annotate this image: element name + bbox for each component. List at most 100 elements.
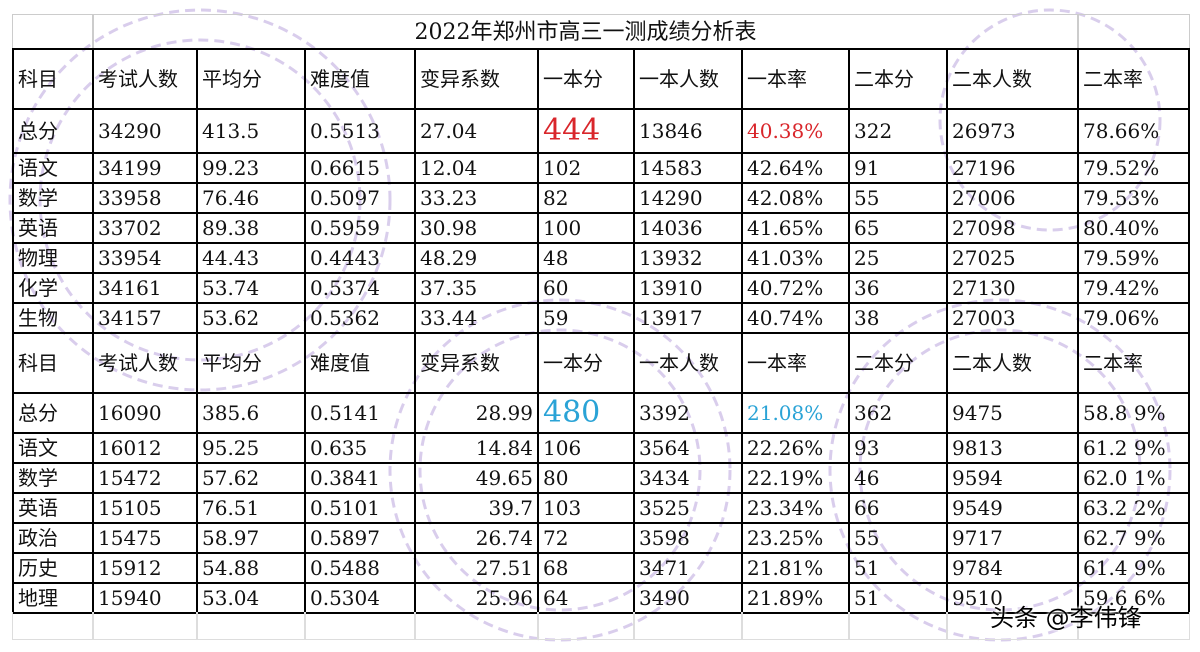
table-cell[interactable]: 0.3841 <box>304 462 416 494</box>
table-cell[interactable]: 36 <box>848 272 948 304</box>
table-cell[interactable]: 61.2 9% <box>1077 432 1190 464</box>
column-header[interactable]: 一本分 <box>537 332 635 394</box>
table-cell[interactable]: 27006 <box>946 182 1079 214</box>
table-cell[interactable]: 9594 <box>946 462 1079 494</box>
table-cell[interactable]: 14.84 <box>414 432 539 464</box>
table-cell[interactable]: 322 <box>848 108 948 154</box>
table-cell[interactable]: 9475 <box>946 392 1079 434</box>
table-cell[interactable]: 48 <box>537 242 635 274</box>
table-cell[interactable]: 30.98 <box>414 212 539 244</box>
table-cell[interactable]: 14290 <box>633 182 743 214</box>
table-cell[interactable]: 13910 <box>633 272 743 304</box>
table-cell[interactable]: 100 <box>537 212 635 244</box>
table-cell[interactable]: 0.5513 <box>304 108 416 154</box>
table-cell[interactable]: 444 <box>537 108 635 154</box>
table-cell[interactable]: 33954 <box>92 242 198 274</box>
table-cell[interactable]: 15105 <box>92 492 198 524</box>
table-cell[interactable]: 0.5488 <box>304 552 416 584</box>
table-cell[interactable]: 27.04 <box>414 108 539 154</box>
column-header[interactable]: 二本人数 <box>946 48 1079 110</box>
table-cell[interactable]: 0.5101 <box>304 492 416 524</box>
table-cell[interactable]: 58.8 9% <box>1077 392 1190 434</box>
table-cell[interactable]: 80.40% <box>1077 212 1190 244</box>
table-cell[interactable]: 16090 <box>92 392 198 434</box>
table-cell[interactable]: 27025 <box>946 242 1079 274</box>
table-cell[interactable]: 9549 <box>946 492 1079 524</box>
table-cell[interactable]: 37.35 <box>414 272 539 304</box>
column-header[interactable]: 一本人数 <box>633 332 743 394</box>
table-cell[interactable]: 102 <box>537 152 635 184</box>
table-cell[interactable]: 33702 <box>92 212 198 244</box>
table-cell[interactable]: 12.04 <box>414 152 539 184</box>
empty-cell[interactable] <box>946 612 1079 640</box>
column-header[interactable]: 考试人数 <box>92 332 198 394</box>
table-cell[interactable]: 3392 <box>633 392 743 434</box>
table-cell[interactable]: 0.6615 <box>304 152 416 184</box>
table-cell[interactable]: 79.52% <box>1077 152 1190 184</box>
table-cell[interactable]: 物理 <box>12 242 94 274</box>
empty-cell[interactable] <box>848 612 948 640</box>
table-cell[interactable]: 22.26% <box>741 432 850 464</box>
table-cell[interactable]: 79.59% <box>1077 242 1190 274</box>
table-cell[interactable]: 91 <box>848 152 948 184</box>
table-cell[interactable]: 23.25% <box>741 522 850 554</box>
table-cell[interactable]: 58.97 <box>196 522 306 554</box>
table-cell[interactable]: 103 <box>537 492 635 524</box>
table-cell[interactable]: 41.03% <box>741 242 850 274</box>
column-header[interactable]: 一本人数 <box>633 48 743 110</box>
column-header[interactable]: 二本分 <box>848 332 948 394</box>
table-cell[interactable]: 3564 <box>633 432 743 464</box>
table-cell[interactable]: 数学 <box>12 462 94 494</box>
table-cell[interactable]: 79.06% <box>1077 302 1190 334</box>
table-cell[interactable]: 26973 <box>946 108 1079 154</box>
table-cell[interactable]: 99.23 <box>196 152 306 184</box>
table-cell[interactable]: 22.19% <box>741 462 850 494</box>
table-cell[interactable]: 80 <box>537 462 635 494</box>
empty-cell[interactable] <box>12 612 94 640</box>
table-cell[interactable]: 79.42% <box>1077 272 1190 304</box>
column-header[interactable]: 平均分 <box>196 332 306 394</box>
table-cell[interactable]: 106 <box>537 432 635 464</box>
table-cell[interactable]: 化学 <box>12 272 94 304</box>
table-cell[interactable]: 15472 <box>92 462 198 494</box>
table-cell[interactable]: 82 <box>537 182 635 214</box>
column-header[interactable]: 二本率 <box>1077 332 1190 394</box>
table-cell[interactable]: 英语 <box>12 212 94 244</box>
table-cell[interactable]: 34161 <box>92 272 198 304</box>
table-cell[interactable]: 480 <box>537 392 635 434</box>
table-cell[interactable]: 0.5141 <box>304 392 416 434</box>
table-cell[interactable]: 21.89% <box>741 582 850 614</box>
table-cell[interactable]: 40.74% <box>741 302 850 334</box>
table-cell[interactable]: 政治 <box>12 522 94 554</box>
table-cell[interactable]: 78.66% <box>1077 108 1190 154</box>
table-cell[interactable]: 英语 <box>12 492 94 524</box>
table-cell[interactable]: 65 <box>848 212 948 244</box>
empty-cell[interactable] <box>1077 612 1190 640</box>
table-cell[interactable]: 27098 <box>946 212 1079 244</box>
table-cell[interactable]: 34290 <box>92 108 198 154</box>
column-header[interactable]: 二本分 <box>848 48 948 110</box>
table-cell[interactable]: 38 <box>848 302 948 334</box>
empty-cell[interactable] <box>304 612 416 640</box>
table-cell[interactable]: 14583 <box>633 152 743 184</box>
table-cell[interactable]: 3490 <box>633 582 743 614</box>
table-cell[interactable]: 49.65 <box>414 462 539 494</box>
table-cell[interactable]: 历史 <box>12 552 94 584</box>
column-header[interactable]: 科目 <box>12 332 94 394</box>
table-cell[interactable]: 9813 <box>946 432 1079 464</box>
table-cell[interactable]: 53.74 <box>196 272 306 304</box>
column-header[interactable]: 变异系数 <box>414 48 539 110</box>
table-cell[interactable]: 0.5897 <box>304 522 416 554</box>
table-cell[interactable]: 28.99 <box>414 392 539 434</box>
table-cell[interactable]: 地理 <box>12 582 94 614</box>
table-cell[interactable]: 0.5959 <box>304 212 416 244</box>
empty-cell[interactable] <box>196 612 306 640</box>
table-cell[interactable]: 9784 <box>946 552 1079 584</box>
table-cell[interactable]: 40.38% <box>741 108 850 154</box>
empty-cell[interactable] <box>537 612 635 640</box>
empty-cell[interactable] <box>92 612 198 640</box>
column-header[interactable]: 科目 <box>12 48 94 110</box>
table-cell[interactable]: 0.5097 <box>304 182 416 214</box>
table-cell[interactable]: 数学 <box>12 182 94 214</box>
table-cell[interactable]: 51 <box>848 582 948 614</box>
